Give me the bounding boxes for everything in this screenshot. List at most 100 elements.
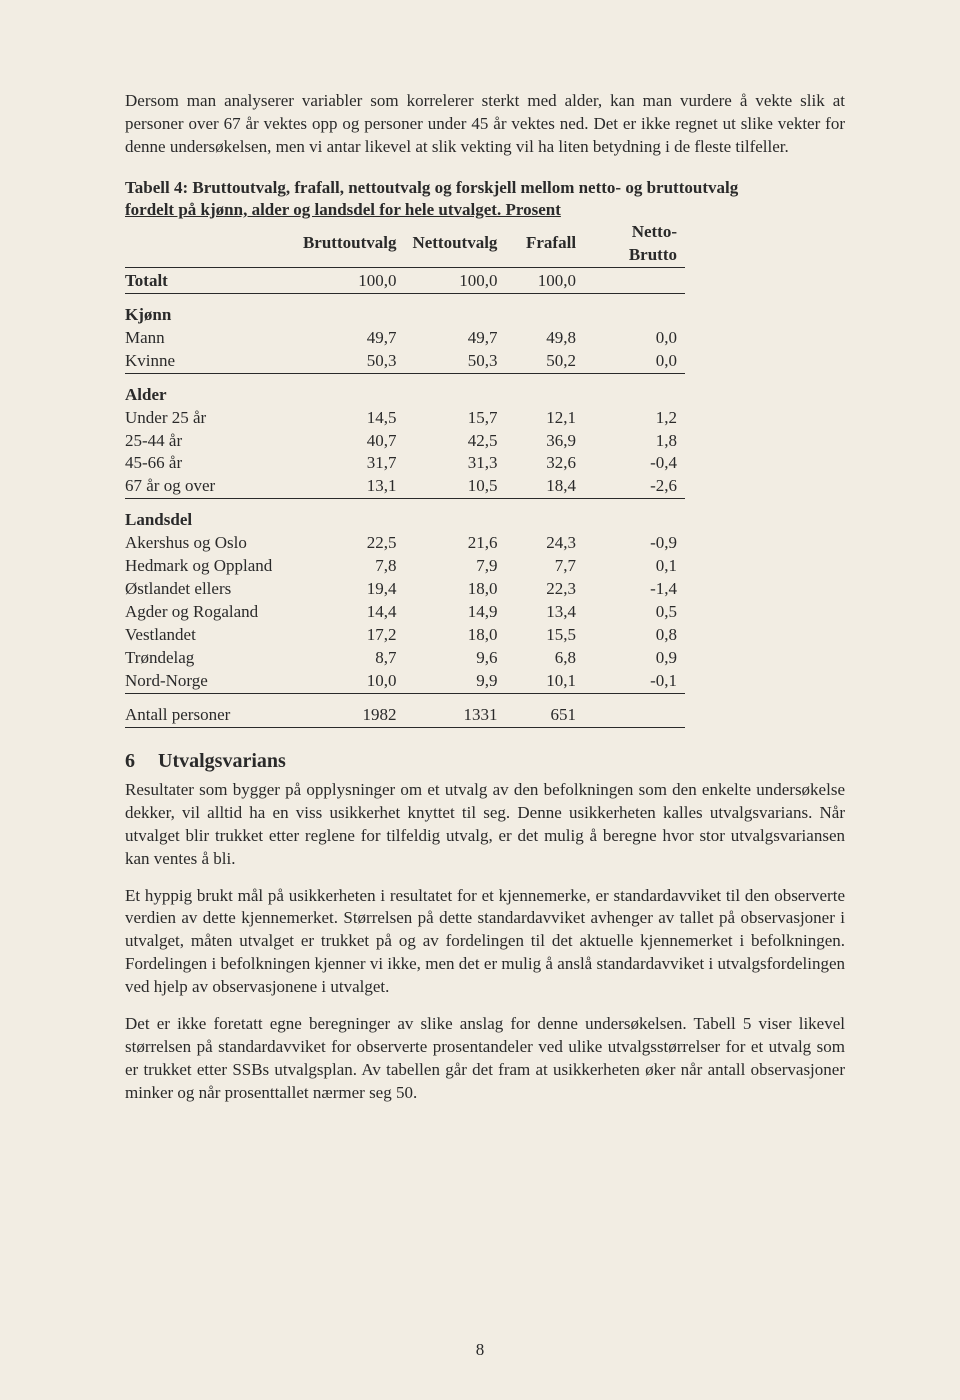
- cell: 15,7: [404, 407, 505, 430]
- cell: 7,7: [505, 555, 584, 578]
- cell: 18,0: [404, 578, 505, 601]
- group-title: Landsdel: [125, 499, 295, 532]
- row-label: Agder og Rogaland: [125, 601, 295, 624]
- cell: 14,4: [295, 601, 405, 624]
- cell: 31,7: [295, 452, 405, 475]
- table-header-row: Bruttoutvalg Nettoutvalg Frafall Netto-B…: [125, 221, 685, 267]
- cell: 0,0: [584, 350, 685, 373]
- cell: 0,9: [584, 647, 685, 670]
- cell: 42,5: [404, 430, 505, 453]
- table-row: Akershus og Oslo22,521,624,3-0,9: [125, 532, 685, 555]
- caption-line1: Tabell 4: Bruttoutvalg, frafall, nettout…: [125, 178, 738, 197]
- cell: 7,9: [404, 555, 505, 578]
- cell: [404, 373, 505, 406]
- cell: 9,6: [404, 647, 505, 670]
- group-header-row: Alder: [125, 373, 685, 406]
- cell: 1982: [295, 693, 405, 727]
- row-label: Østlandet ellers: [125, 578, 295, 601]
- row-label: 45-66 år: [125, 452, 295, 475]
- cell: 10,1: [505, 670, 584, 693]
- cell: [295, 499, 405, 532]
- cell: 6,8: [505, 647, 584, 670]
- cell: [295, 293, 405, 326]
- row-label: 67 år og over: [125, 475, 295, 498]
- data-table: Bruttoutvalg Nettoutvalg Frafall Netto-B…: [125, 221, 685, 728]
- cell: 10,5: [404, 475, 505, 498]
- cell: [584, 373, 685, 406]
- cell: 0,8: [584, 624, 685, 647]
- cell: [295, 373, 405, 406]
- row-label: Nord-Norge: [125, 670, 295, 693]
- cell: 1,2: [584, 407, 685, 430]
- cell: 17,2: [295, 624, 405, 647]
- cell: 40,7: [295, 430, 405, 453]
- cell: 100,0: [505, 267, 584, 293]
- cell: 21,6: [404, 532, 505, 555]
- col-header: Netto-Brutto: [584, 221, 685, 267]
- col-header: [125, 221, 295, 267]
- cell: 36,9: [505, 430, 584, 453]
- cell: 32,6: [505, 452, 584, 475]
- cell: 31,3: [404, 452, 505, 475]
- cell: -2,6: [584, 475, 685, 498]
- group-header-row: Kjønn: [125, 293, 685, 326]
- cell: 0,0: [584, 327, 685, 350]
- cell: 49,7: [295, 327, 405, 350]
- cell: 24,3: [505, 532, 584, 555]
- cell: 22,5: [295, 532, 405, 555]
- cell: -1,4: [584, 578, 685, 601]
- cell: 651: [505, 693, 584, 727]
- table-row: 67 år og over13,110,518,4-2,6: [125, 475, 685, 498]
- row-label: Hedmark og Oppland: [125, 555, 295, 578]
- cell: [584, 693, 685, 727]
- cell: 100,0: [404, 267, 505, 293]
- intro-paragraph: Dersom man analyserer variabler som korr…: [125, 90, 845, 159]
- group-header-row: Landsdel: [125, 499, 685, 532]
- cell: 9,9: [404, 670, 505, 693]
- cell: [584, 267, 685, 293]
- cell: 1331: [404, 693, 505, 727]
- table-caption: Tabell 4: Bruttoutvalg, frafall, nettout…: [125, 177, 845, 221]
- cell: 7,8: [295, 555, 405, 578]
- table-row: Trøndelag8,79,66,80,9: [125, 647, 685, 670]
- group-title: Alder: [125, 373, 295, 406]
- cell: [505, 373, 584, 406]
- cell: [584, 499, 685, 532]
- cell: 12,1: [505, 407, 584, 430]
- col-header: Frafall: [505, 221, 584, 267]
- cell: 0,1: [584, 555, 685, 578]
- cell: 13,1: [295, 475, 405, 498]
- cell: 18,0: [404, 624, 505, 647]
- body-paragraph: Et hyppig brukt mål på usikkerheten i re…: [125, 885, 845, 1000]
- cell: [505, 499, 584, 532]
- table-row: Nord-Norge10,09,910,1-0,1: [125, 670, 685, 693]
- body-paragraph: Resultater som bygger på opplysninger om…: [125, 779, 845, 871]
- table-row: Agder og Rogaland14,414,913,40,5: [125, 601, 685, 624]
- table-row: Mann49,749,749,80,0: [125, 327, 685, 350]
- cell: [404, 499, 505, 532]
- cell: 14,5: [295, 407, 405, 430]
- col-header: Bruttoutvalg: [295, 221, 405, 267]
- table-row: Kvinne50,350,350,20,0: [125, 350, 685, 373]
- cell: 1,8: [584, 430, 685, 453]
- cell: -0,9: [584, 532, 685, 555]
- row-label: Vestlandet: [125, 624, 295, 647]
- caption-line2: fordelt på kjønn, alder og landsdel for …: [125, 200, 561, 219]
- table-row: 45-66 år31,731,332,6-0,4: [125, 452, 685, 475]
- section-heading: 6 Utvalgsvarians: [125, 750, 845, 773]
- row-label: 25-44 år: [125, 430, 295, 453]
- table-row: Vestlandet17,218,015,50,8: [125, 624, 685, 647]
- col-header: Nettoutvalg: [404, 221, 505, 267]
- row-label: Akershus og Oslo: [125, 532, 295, 555]
- cell: 10,0: [295, 670, 405, 693]
- cell: -0,1: [584, 670, 685, 693]
- cell: 13,4: [505, 601, 584, 624]
- row-label: Antall personer: [125, 693, 295, 727]
- group-title: Kjønn: [125, 293, 295, 326]
- cell: [584, 293, 685, 326]
- table-row: 25-44 år40,742,536,91,8: [125, 430, 685, 453]
- table-row: Antall personer19821331651: [125, 693, 685, 727]
- row-label: Trøndelag: [125, 647, 295, 670]
- row-label: Mann: [125, 327, 295, 350]
- cell: 0,5: [584, 601, 685, 624]
